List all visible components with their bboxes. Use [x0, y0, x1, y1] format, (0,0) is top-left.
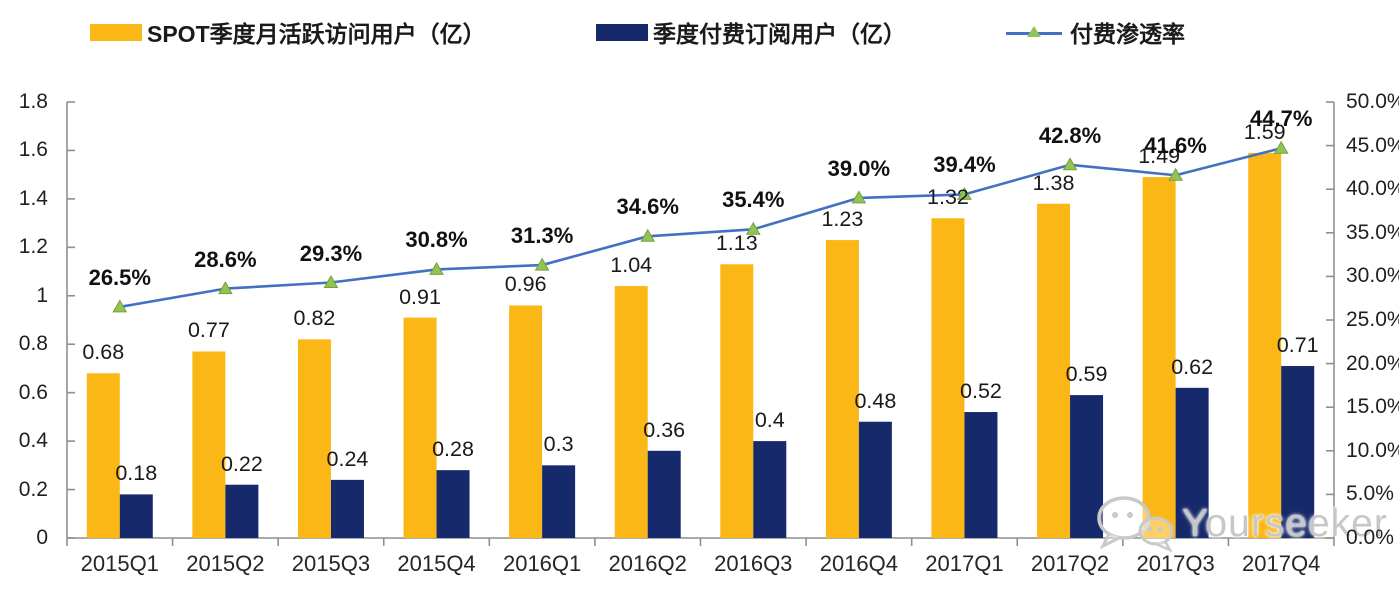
penetration-line	[119, 146, 1282, 309]
bar-mau-2015Q2	[192, 351, 226, 538]
bar-mau-2015Q4	[403, 317, 437, 538]
bar-subscribers-2017Q4	[1281, 366, 1315, 538]
bar-subscribers-2017Q3	[1175, 387, 1209, 538]
bar-mau-2016Q1	[509, 305, 543, 538]
penetration-marker-2016Q1	[534, 257, 550, 271]
bar-subscribers-2016Q2	[647, 450, 681, 538]
bar-subscribers-2015Q2	[225, 484, 259, 538]
legend-swatch	[596, 23, 648, 41]
legend-line-marker	[1006, 24, 1062, 41]
bar-mau-2016Q3	[720, 264, 754, 538]
bar-subscribers-2017Q1	[964, 412, 998, 538]
bar-mau-2017Q3	[1142, 177, 1176, 539]
bar-mau-2015Q1	[86, 373, 120, 538]
penetration-marker-2015Q3	[323, 274, 339, 289]
penetration-marker-2016Q3	[745, 221, 761, 235]
legend-item-penetration: 付费渗透率	[1006, 18, 1185, 47]
watermark: Yourseeker	[1094, 494, 1388, 554]
wechat-icon	[1097, 496, 1174, 553]
penetration-marker-2016Q4	[851, 190, 867, 204]
bar-mau-2017Q2	[1037, 203, 1071, 538]
penetration-marker-2016Q2	[640, 228, 656, 242]
watermark-text: Yourseeker	[1182, 502, 1388, 545]
bar-subscribers-2017Q2	[1070, 395, 1104, 538]
legend-label: 付费渗透率	[1070, 21, 1185, 47]
bar-subscribers-2016Q4	[858, 421, 892, 538]
bar-mau-2015Q3	[297, 339, 331, 538]
bar-subscribers-2016Q3	[753, 441, 787, 538]
bar-subscribers-2015Q4	[436, 470, 470, 538]
penetration-marker-2015Q4	[429, 261, 444, 275]
legend-swatch	[90, 23, 142, 41]
bar-mau-2017Q4	[1248, 152, 1282, 538]
bar-subscribers-2015Q3	[330, 479, 364, 538]
legend-label: SPOT季度月活跃访问用户（亿）	[147, 21, 486, 47]
bar-mau-2017Q1	[931, 218, 965, 538]
legend-item-mau: SPOT季度月活跃访问用户（亿）	[90, 18, 486, 47]
legend-label: 季度付费订阅用户（亿）	[653, 21, 906, 47]
penetration-marker-2017Q4	[1273, 140, 1289, 154]
penetration-marker-2015Q1	[112, 299, 128, 313]
penetration-marker-2015Q2	[218, 281, 233, 295]
bar-subscribers-2016Q1	[542, 465, 576, 538]
penetration-marker-2017Q2	[1062, 157, 1078, 171]
bar-subscribers-2015Q1	[119, 494, 153, 538]
bar-mau-2016Q4	[825, 240, 859, 539]
penetration-marker-2017Q3	[1168, 167, 1183, 181]
bar-mau-2016Q2	[614, 286, 648, 538]
penetration-marker-2017Q1	[957, 186, 972, 200]
legend-item-subscribers: 季度付费订阅用户（亿）	[596, 18, 906, 47]
